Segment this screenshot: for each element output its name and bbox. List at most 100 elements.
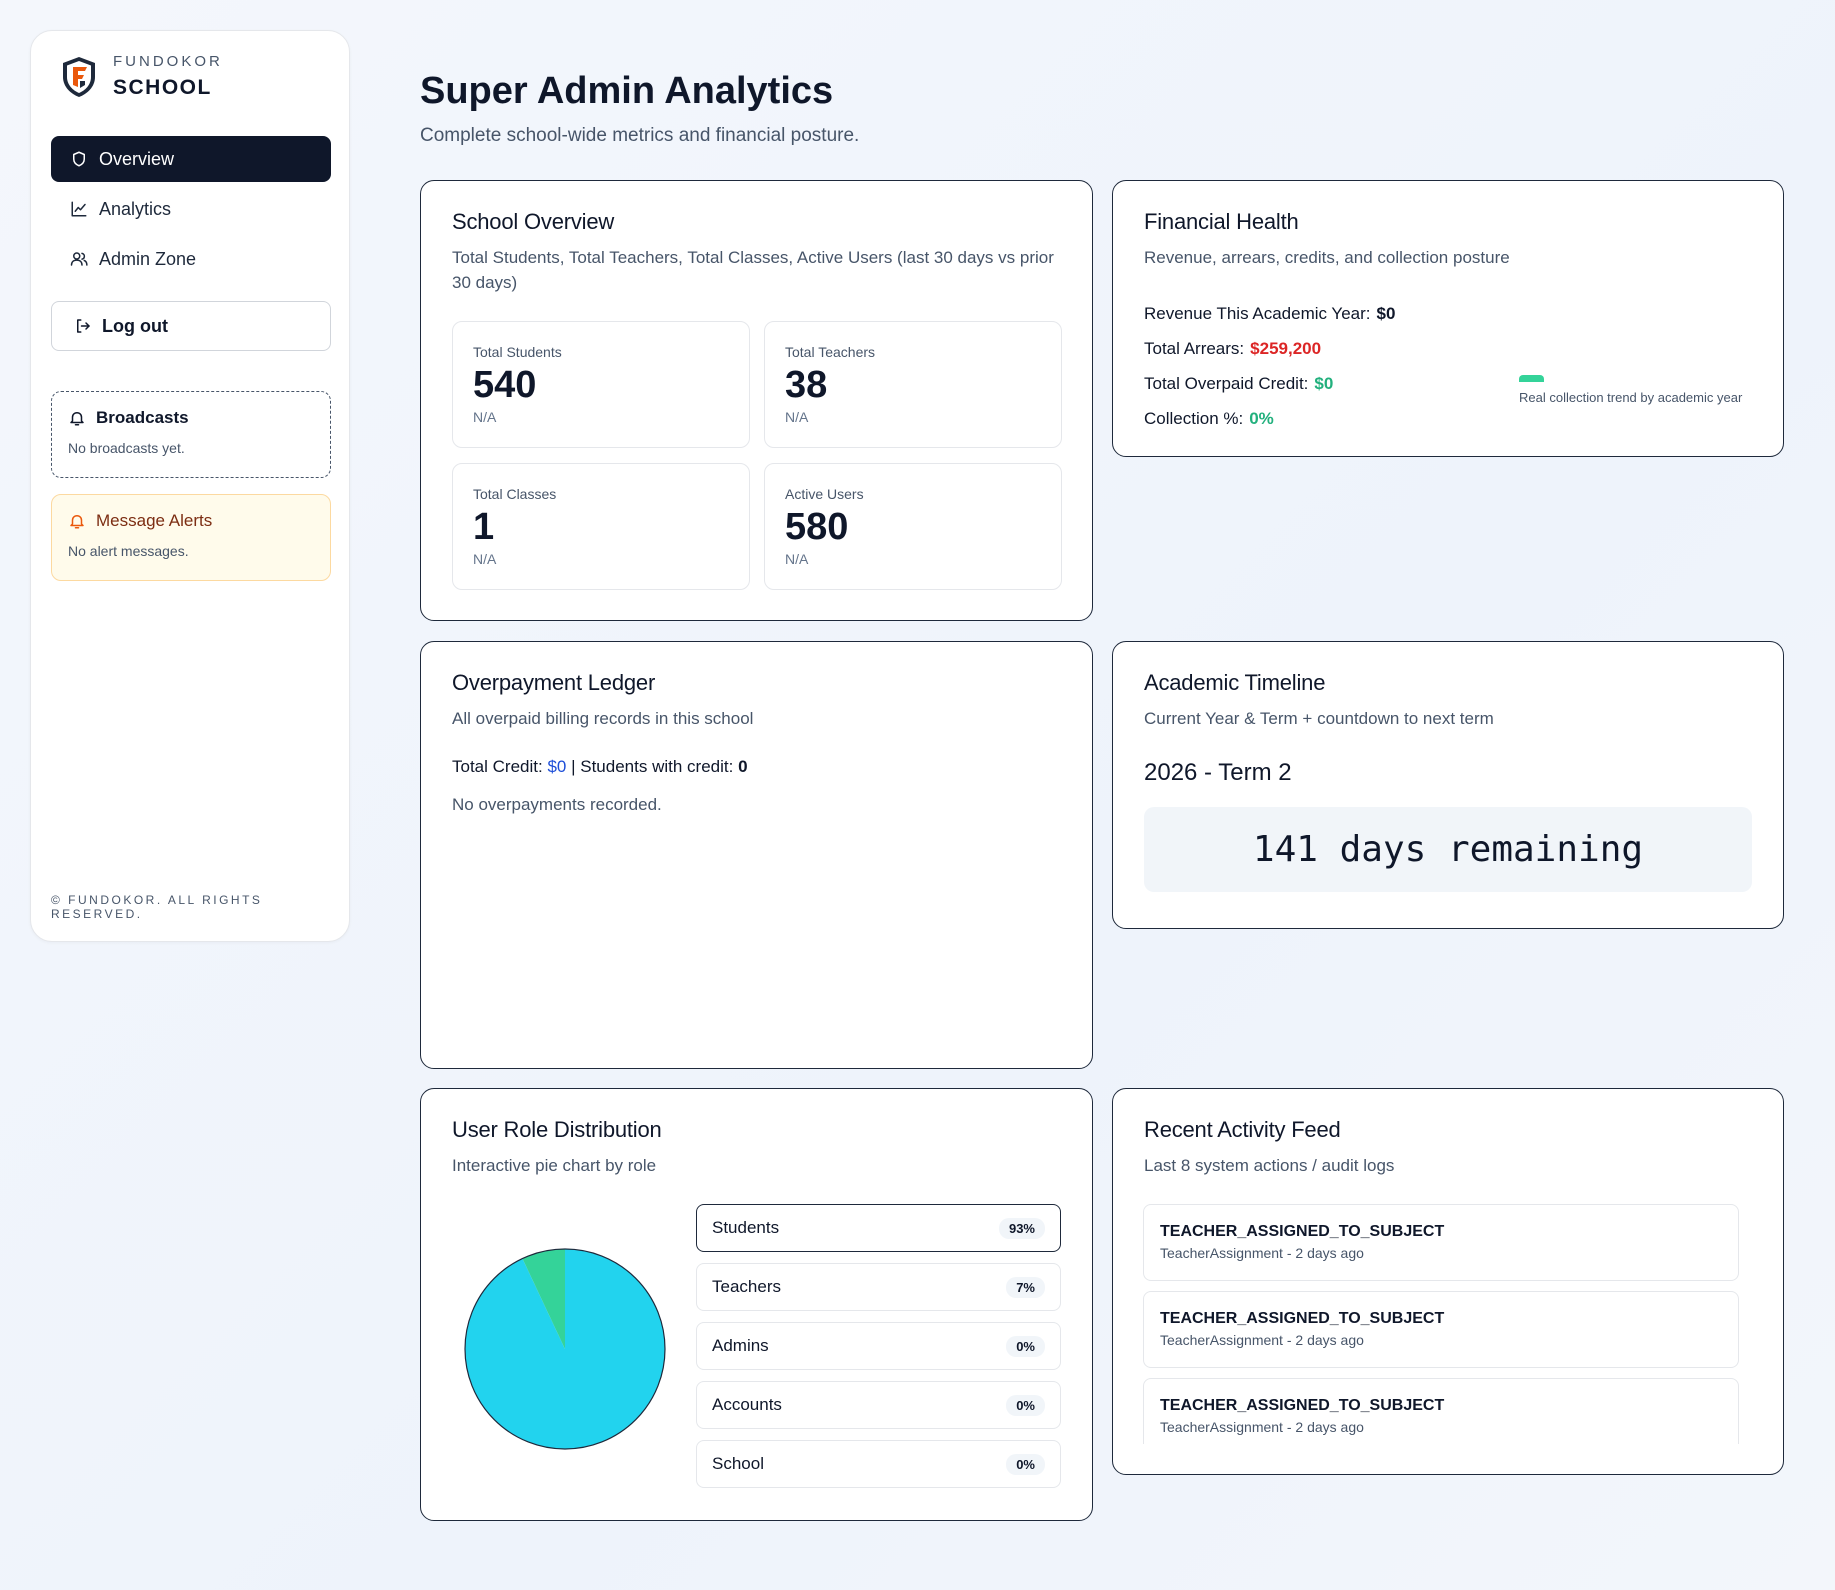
collection-trend-chart: Real collection trend by academic year xyxy=(1519,375,1742,405)
role-label: Admins xyxy=(712,1336,769,1355)
copyright-text: © FUNDOKOR. ALL RIGHTS RESERVED. xyxy=(51,893,263,921)
sidebar-item-overview[interactable]: Overview xyxy=(51,136,331,182)
total-credit-label: Total Credit: xyxy=(452,757,543,776)
panel-subtitle: All overpaid billing records in this sch… xyxy=(452,709,754,728)
arrears-row: Total Arrears: $259,200 xyxy=(1144,331,1752,366)
summary-separator: | xyxy=(571,757,576,776)
sidebar-item-label: Analytics xyxy=(99,198,172,219)
role-label: Accounts xyxy=(712,1395,782,1414)
pie-slice-teachers[interactable] xyxy=(522,1249,565,1349)
stat-card-total-classes: Total Classes 1 N/A xyxy=(452,463,750,590)
role-label: Students xyxy=(712,1218,780,1237)
page-subtitle: Complete school-wide metrics and financi… xyxy=(420,125,860,146)
activity-action: TEACHER_ASSIGNED_TO_SUBJECT xyxy=(1160,1397,1445,1414)
revenue-value: $0 xyxy=(1376,303,1396,323)
logout-label: Log out xyxy=(102,315,168,336)
activity-action: TEACHER_ASSIGNED_TO_SUBJECT xyxy=(1160,1310,1445,1327)
panel-title: Overpayment Ledger xyxy=(452,670,656,695)
pie-outline xyxy=(464,1248,666,1450)
total-credit-value: $0 xyxy=(547,757,567,776)
broadcasts-card: Broadcasts No broadcasts yet. xyxy=(51,391,331,478)
panel-subtitle: Revenue, arrears, credits, and collectio… xyxy=(1144,248,1510,267)
broadcasts-empty-text: No broadcasts yet. xyxy=(68,440,185,456)
role-item-teachers[interactable]: Teachers 7% xyxy=(696,1263,1061,1311)
stat-value: 540 xyxy=(473,364,537,406)
brand-subtitle: SCHOOL xyxy=(113,76,212,99)
message-alerts-title: Message Alerts xyxy=(96,511,213,530)
trend-bar xyxy=(1519,375,1544,382)
page-title: Super Admin Analytics xyxy=(420,70,834,112)
role-item-students[interactable]: Students 93% xyxy=(696,1204,1061,1252)
role-label: Teachers xyxy=(712,1277,781,1296)
trend-label: Real collection trend by academic year xyxy=(1519,390,1743,405)
user-role-distribution-panel: User Role Distribution Interactive pie c… xyxy=(420,1088,1093,1521)
collection-row: Collection %: 0% xyxy=(1144,401,1752,436)
role-item-school[interactable]: School 0% xyxy=(696,1440,1061,1488)
panel-subtitle: Interactive pie chart by role xyxy=(452,1156,657,1175)
activity-meta: TeacherAssignment - 2 days ago xyxy=(1160,1245,1364,1261)
panel-title: Academic Timeline xyxy=(1144,670,1326,695)
panel-title: Recent Activity Feed xyxy=(1144,1117,1341,1142)
logout-icon xyxy=(74,317,92,335)
overpaid-credit-row: Total Overpaid Credit: $0 xyxy=(1144,366,1752,401)
sidebar-item-analytics[interactable]: Analytics xyxy=(51,186,331,232)
students-with-credit-label: Students with credit: xyxy=(580,757,734,776)
academic-timeline-panel: Academic Timeline Current Year & Term + … xyxy=(1112,641,1784,929)
arrears-label: Total Arrears: xyxy=(1144,338,1245,358)
activity-action: TEACHER_ASSIGNED_TO_SUBJECT xyxy=(1160,1223,1445,1240)
role-percentage: 93% xyxy=(998,1217,1045,1239)
panel-title: School Overview xyxy=(452,209,615,234)
stat-change: N/A xyxy=(785,409,809,425)
logout-button[interactable]: Log out xyxy=(51,301,331,351)
panel-subtitle: Total Students, Total Teachers, Total Cl… xyxy=(452,248,1054,292)
brand-name: FUNDOKOR xyxy=(113,53,223,70)
revenue-row: Revenue This Academic Year: $0 xyxy=(1144,296,1752,331)
stat-label: Active Users xyxy=(785,486,864,502)
activity-item[interactable]: TEACHER_ASSIGNED_TO_SUBJECT TeacherAssig… xyxy=(1143,1204,1739,1281)
pie-slice-students[interactable] xyxy=(464,1249,665,1449)
arrears-value: $259,200 xyxy=(1250,338,1322,358)
sidebar: FUNDOKOR SCHOOL Overview Analytics Admin… xyxy=(30,30,350,942)
message-alerts-card: Message Alerts No alert messages. xyxy=(51,494,331,581)
stat-card-active-users: Active Users 580 N/A xyxy=(764,463,1062,590)
role-label: School xyxy=(712,1454,764,1473)
users-icon xyxy=(69,249,89,269)
role-item-accounts[interactable]: Accounts 0% xyxy=(696,1381,1061,1429)
message-alerts-empty-text: No alert messages. xyxy=(68,543,189,559)
bell-icon xyxy=(68,512,86,530)
role-percentage: 0% xyxy=(1006,1453,1045,1475)
role-percentage: 0% xyxy=(1006,1335,1045,1357)
stat-change: N/A xyxy=(473,409,497,425)
role-pie-chart[interactable] xyxy=(463,1247,667,1451)
activity-feed-list[interactable]: TEACHER_ASSIGNED_TO_SUBJECT TeacherAssig… xyxy=(1143,1204,1739,1444)
sidebar-nav: Overview Analytics Admin Zone xyxy=(51,136,331,286)
stat-card-total-teachers: Total Teachers 38 N/A xyxy=(764,321,1062,448)
activity-meta: TeacherAssignment - 2 days ago xyxy=(1160,1332,1364,1348)
students-with-credit-value: 0 xyxy=(738,757,748,776)
sidebar-item-admin-zone[interactable]: Admin Zone xyxy=(51,236,331,282)
activity-item[interactable]: TEACHER_ASSIGNED_TO_SUBJECT TeacherAssig… xyxy=(1143,1378,1739,1444)
collection-label: Collection %: xyxy=(1144,408,1244,428)
revenue-label: Revenue This Academic Year: xyxy=(1144,303,1371,323)
stat-label: Total Students xyxy=(473,344,562,360)
stat-card-total-students: Total Students 540 N/A xyxy=(452,321,750,448)
brand[interactable]: FUNDOKOR SCHOOL xyxy=(59,53,223,100)
overpaid-credit-label: Total Overpaid Credit: xyxy=(1144,373,1309,393)
sidebar-item-label: Admin Zone xyxy=(99,248,197,269)
stat-value: 580 xyxy=(785,506,849,548)
panel-title: Financial Health xyxy=(1144,209,1299,234)
broadcasts-title: Broadcasts xyxy=(96,408,189,427)
stat-label: Total Teachers xyxy=(785,344,876,360)
overpaid-credit-value: $0 xyxy=(1314,373,1334,393)
activity-item[interactable]: TEACHER_ASSIGNED_TO_SUBJECT TeacherAssig… xyxy=(1143,1291,1739,1368)
term-countdown: 141 days remaining xyxy=(1144,807,1752,892)
line-chart-icon xyxy=(69,199,89,219)
school-logo-icon xyxy=(63,56,95,97)
role-item-admins[interactable]: Admins 0% xyxy=(696,1322,1061,1370)
collection-value: 0% xyxy=(1249,408,1274,428)
role-percentage: 0% xyxy=(1006,1394,1045,1416)
school-overview-panel: School Overview Total Students, Total Te… xyxy=(420,180,1093,621)
bell-icon xyxy=(68,409,86,427)
financial-health-panel: Financial Health Revenue, arrears, credi… xyxy=(1112,180,1784,457)
activity-meta: TeacherAssignment - 2 days ago xyxy=(1160,1419,1364,1435)
